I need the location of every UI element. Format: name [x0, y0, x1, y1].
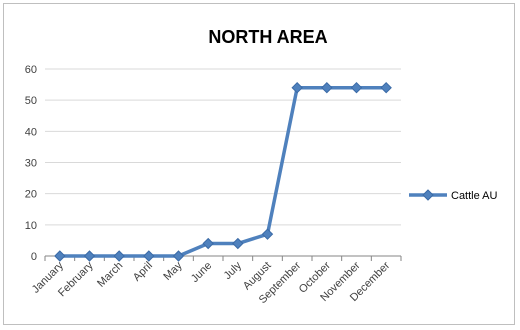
- y-tick-label: 10: [25, 220, 37, 232]
- x-tick-label: March: [95, 260, 125, 290]
- data-point: [350, 81, 363, 94]
- data-point: [291, 81, 303, 94]
- data-point: [261, 228, 274, 240]
- legend-label: Cattle AU: [451, 190, 498, 202]
- data-point: [83, 250, 96, 262]
- y-tick-label: 0: [31, 251, 37, 263]
- legend: Cattle AU: [409, 189, 498, 202]
- x-tick-label: July: [222, 259, 245, 282]
- x-tick-label: May: [161, 259, 185, 283]
- x-tick-label: June: [189, 260, 214, 285]
- series-line-cattle-au: [58, 85, 388, 258]
- data-point: [54, 250, 66, 262]
- y-tick-label: 50: [25, 95, 37, 107]
- gridlines: [45, 68, 401, 226]
- y-tick-label: 40: [25, 126, 37, 138]
- legend-marker: [422, 189, 434, 201]
- data-point: [172, 250, 185, 262]
- chart-frame: [3, 3, 515, 325]
- chart-title: NORTH AREA: [208, 27, 327, 47]
- data-point: [380, 81, 392, 94]
- x-tick-label: April: [131, 260, 155, 284]
- series-layer: [54, 81, 392, 262]
- data-point: [232, 237, 244, 250]
- data-point: [202, 237, 214, 250]
- data-point: [143, 250, 155, 262]
- data-point: [113, 250, 125, 262]
- y-tick-label: 60: [25, 64, 37, 76]
- y-axis-ticks: 0 10 20 30 40 50 60: [25, 64, 37, 263]
- data-point: [321, 81, 333, 94]
- y-tick-label: 30: [25, 158, 37, 170]
- y-tick-label: 20: [25, 189, 37, 201]
